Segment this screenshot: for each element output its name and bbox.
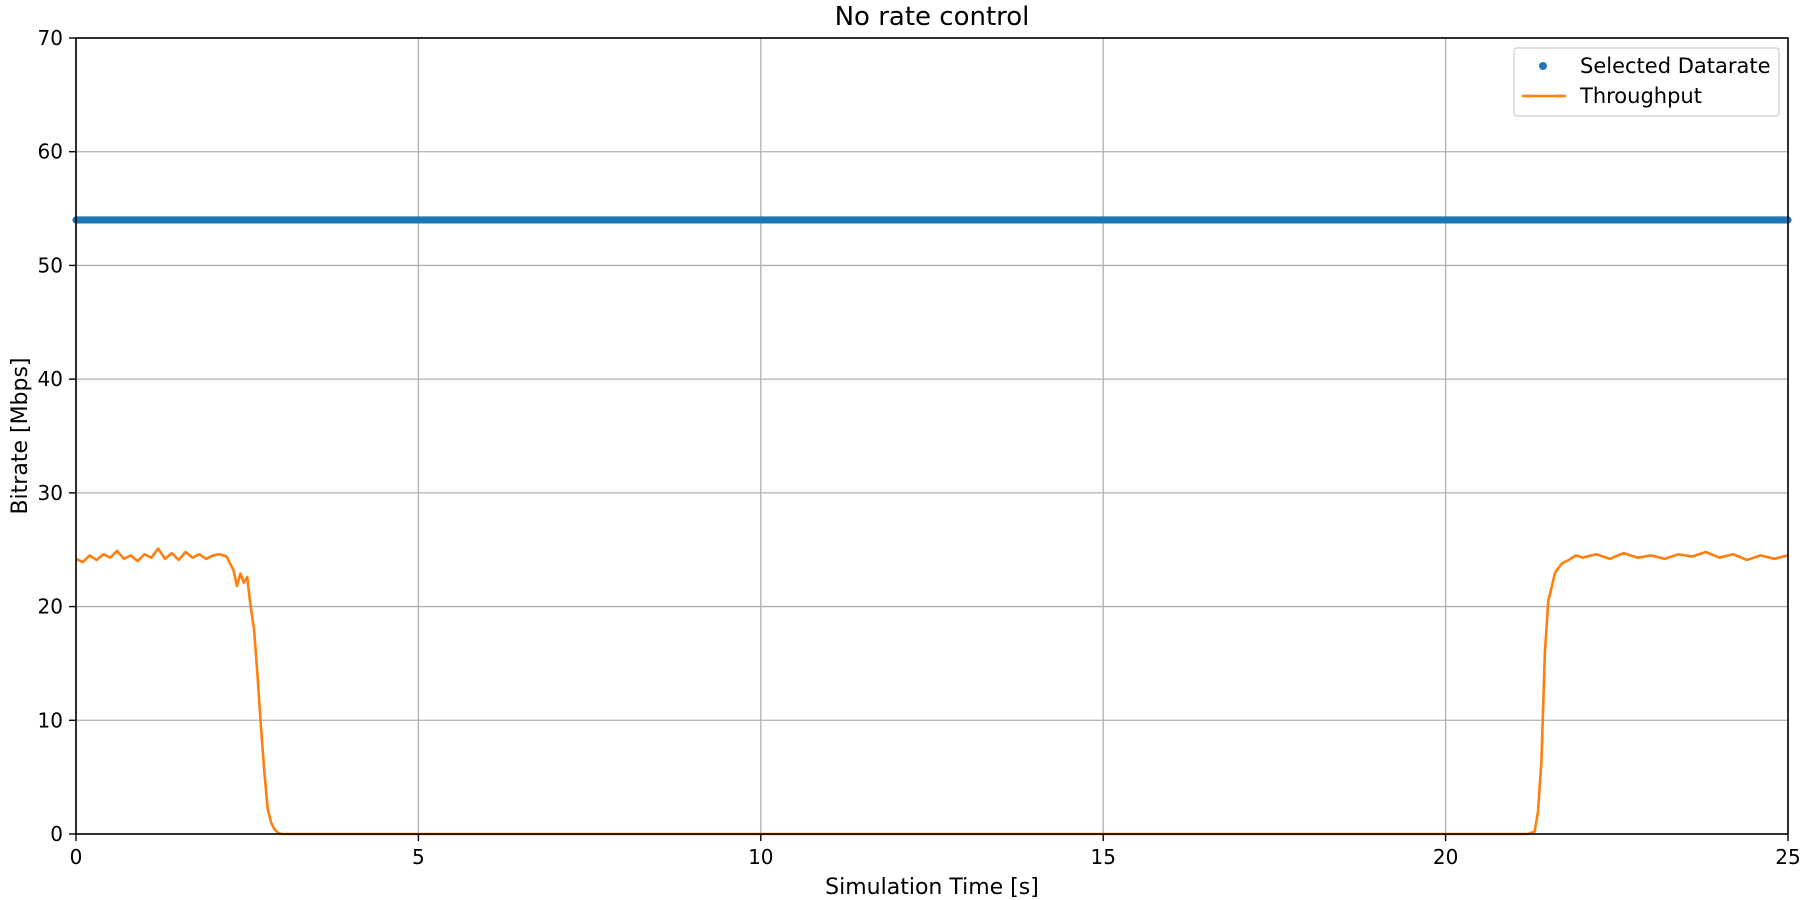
y-tick-label-20: 20	[38, 595, 63, 619]
legend-label-throughput: Throughput	[1579, 84, 1702, 108]
x-tick-label-10: 10	[748, 845, 773, 869]
y-tick-label-0: 0	[50, 822, 63, 846]
y-tick-label-10: 10	[38, 708, 63, 732]
legend-box	[1513, 47, 1780, 117]
series-throughput-line	[75, 547, 1789, 836]
legend: Selected Datarate Throughput	[1513, 47, 1780, 117]
chart-title: No rate control	[835, 2, 1030, 32]
x-axis-label: Simulation Time [s]	[825, 875, 1039, 900]
plot-frame	[75, 37, 1789, 835]
y-tick-label-60: 60	[38, 140, 63, 164]
legend-marker-selected-datarate	[1539, 62, 1547, 70]
y-tick-label-40: 40	[38, 367, 63, 391]
y-tick-label-50: 50	[38, 253, 63, 277]
x-tick-label-5: 5	[412, 845, 425, 869]
y-tick-label-70: 70	[38, 26, 63, 50]
axis-ticks: 0 5 10 15 20 25 0 10 20 30 40 50 60 70	[38, 26, 1800, 869]
series-layer	[72, 216, 1792, 836]
legend-label-selected-datarate: Selected Datarate	[1580, 54, 1771, 78]
x-tick-label-15: 15	[1090, 845, 1115, 869]
x-tick-label-20: 20	[1433, 845, 1458, 869]
y-axis-label: Bitrate [Mbps]	[8, 357, 33, 514]
series-selected-datarate	[72, 216, 1792, 224]
x-tick-label-25: 25	[1775, 845, 1800, 869]
x-tick-label-0: 0	[70, 845, 83, 869]
y-tick-label-30: 30	[38, 481, 63, 505]
